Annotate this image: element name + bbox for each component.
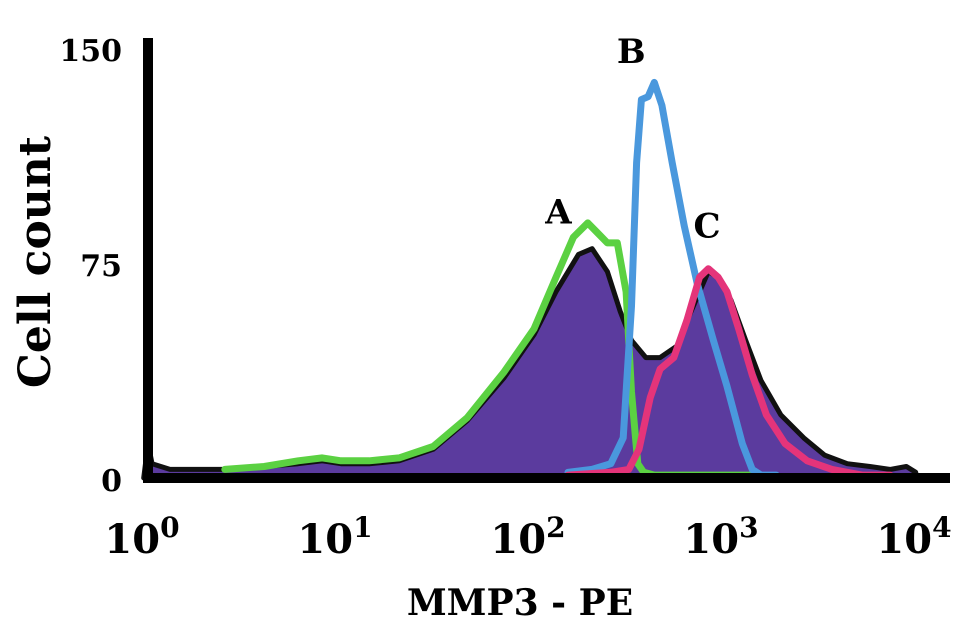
series-c-line xyxy=(564,265,894,479)
y-axis-title: Cell count xyxy=(10,135,61,388)
series-total-fill xyxy=(143,248,917,478)
peak-label-a: A xyxy=(544,192,572,232)
series-b-line xyxy=(564,78,780,479)
series-layer xyxy=(141,78,920,481)
x-axis-title: MMP3 - PE xyxy=(407,582,633,624)
peak-label-b: B xyxy=(617,32,646,72)
peak-label-c: C xyxy=(693,207,720,247)
tick-labels: 100 101 102 103 104 0 75 150 xyxy=(59,34,951,563)
y-tick-label: 150 xyxy=(59,34,122,69)
x-tick-label: 101 xyxy=(297,511,372,563)
x-tick-label: 102 xyxy=(490,511,565,563)
x-tick-label: 104 xyxy=(876,511,951,563)
x-tick-label: 103 xyxy=(683,511,758,563)
x-tick-label: 100 xyxy=(104,511,179,563)
y-tick-label: 75 xyxy=(80,249,122,284)
y-tick-label: 0 xyxy=(101,464,122,499)
